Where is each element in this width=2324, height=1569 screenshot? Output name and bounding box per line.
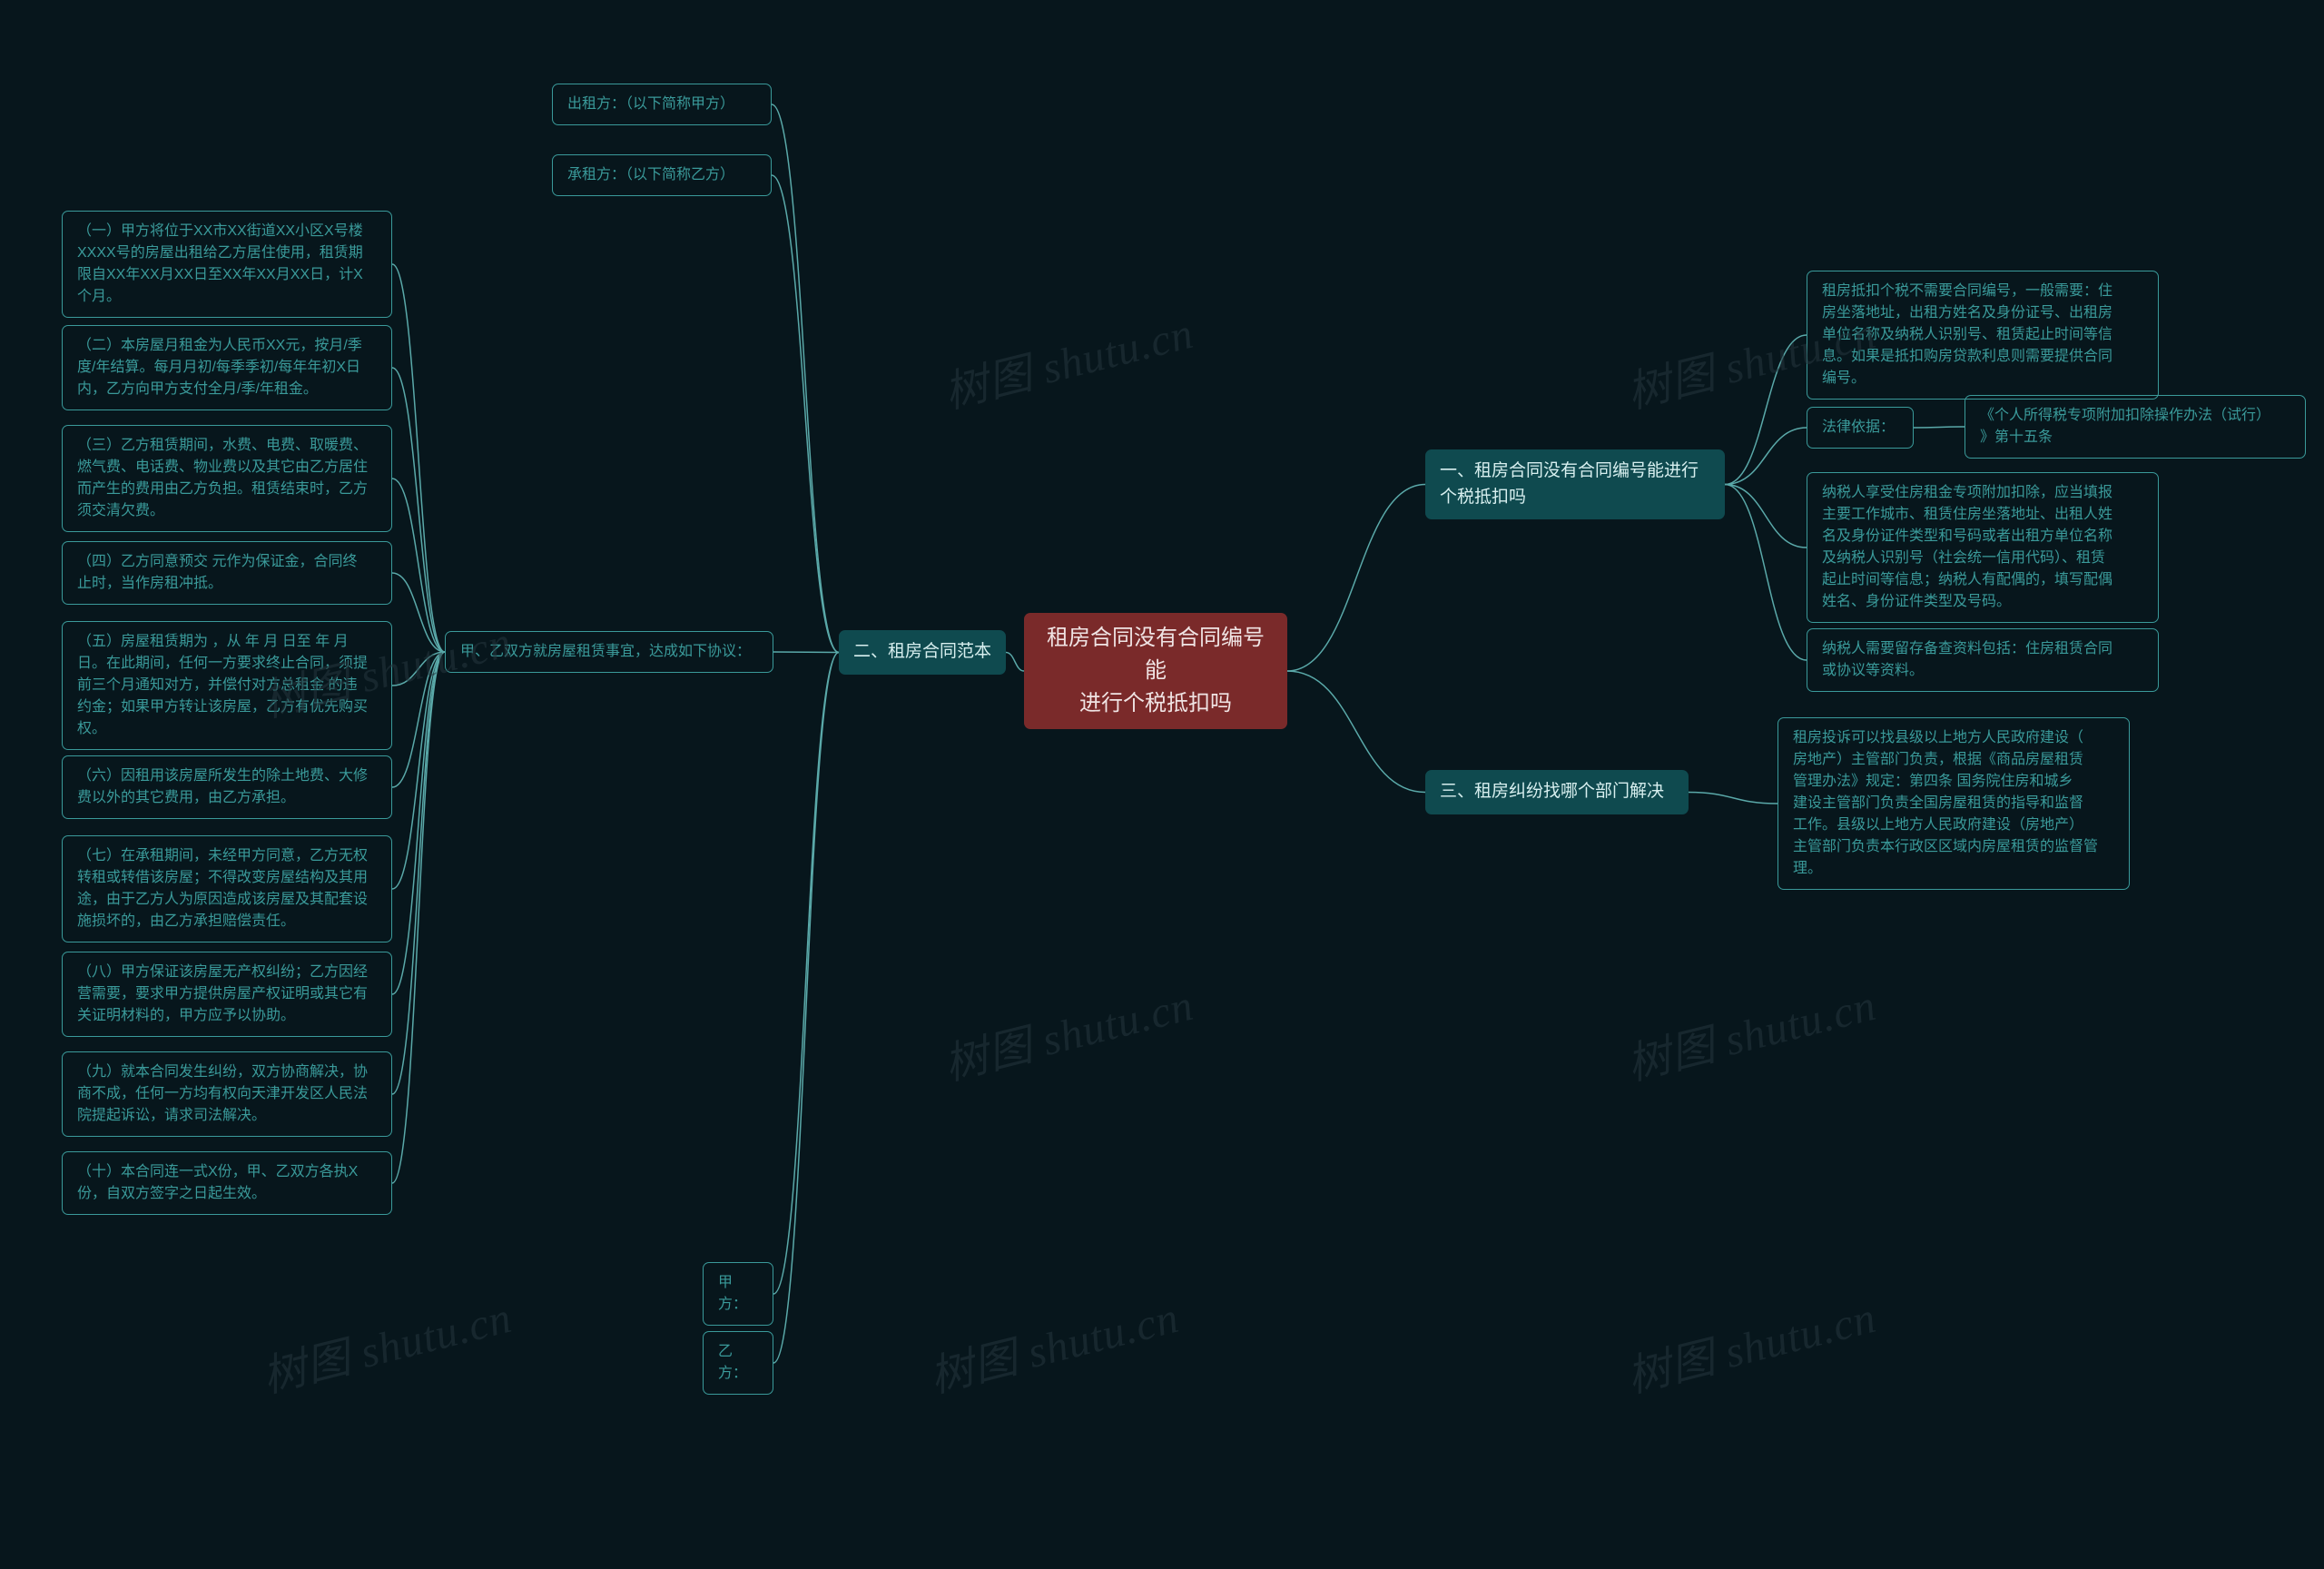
leaf-l1e: 乙方：	[703, 1331, 773, 1395]
leaf-r1b1: 《个人所得税专项附加扣除操作办法（试行） 》第十五条	[1965, 395, 2306, 459]
leaf-c6: （六）因租用该房屋所发生的除土地费、大修 费以外的其它费用，由乙方承担。	[62, 755, 392, 819]
watermark: 树图 shutu.cn	[937, 969, 1199, 1092]
leaf-c3: （三）乙方租赁期间，水费、电费、取暖费、 燃气费、电话费、物业费以及其它由乙方居…	[62, 425, 392, 532]
leaf-l1c: 甲、乙双方就房屋租赁事宜，达成如下协议：	[445, 631, 773, 673]
watermark: 树图 shutu.cn	[1620, 969, 1882, 1092]
leaf-r1b: 法律依据：	[1807, 407, 1914, 449]
leaf-c4: （四）乙方同意预交 元作为保证金，合同终 止时，当作房租冲抵。	[62, 541, 392, 605]
branch-r2: 三、租房纠纷找哪个部门解决	[1425, 770, 1689, 814]
mindmap-canvas: 租房合同没有合同编号能 进行个税抵扣吗 一、租房合同没有合同编号能进行 个税抵扣吗…	[0, 0, 2324, 1569]
leaf-c5: （五）房屋租赁期为 ，从 年 月 日至 年 月 日。在此期间，任何一方要求终止合…	[62, 621, 392, 750]
leaf-c7: （七）在承租期间，未经甲方同意，乙方无权 转租或转借该房屋；不得改变房屋结构及其…	[62, 835, 392, 942]
leaf-c9: （九）就本合同发生纠纷，双方协商解决，协 商不成，任何一方均有权向天津开发区人民…	[62, 1051, 392, 1137]
watermark: 树图 shutu.cn	[922, 1281, 1185, 1405]
leaf-c1: （一）甲方将位于XX市XX街道XX小区X号楼 XXXX号的房屋出租给乙方居住使用…	[62, 211, 392, 318]
leaf-r1a: 租房抵扣个税不需要合同编号，一般需要：住 房坐落地址，出租方姓名及身份证号、出租…	[1807, 271, 2159, 400]
leaf-l1a: 出租方：（以下简称甲方）	[552, 84, 772, 125]
watermark: 树图 shutu.cn	[255, 1281, 517, 1405]
leaf-c8: （八）甲方保证该房屋无产权纠纷；乙方因经 营需要，要求甲方提供房屋产权证明或其它…	[62, 952, 392, 1037]
leaf-r1c: 纳税人享受住房租金专项附加扣除，应当填报 主要工作城市、租赁住房坐落地址、出租人…	[1807, 472, 2159, 623]
leaf-c2: （二）本房屋月租金为人民币XX元，按月/季 度/年结算。每月月初/每季季初/每年…	[62, 325, 392, 410]
watermark: 树图 shutu.cn	[1620, 1281, 1882, 1405]
leaf-c10: （十）本合同连一式X份，甲、乙双方各执X 份，自双方签字之日起生效。	[62, 1151, 392, 1215]
branch-l1: 二、租房合同范本	[839, 630, 1006, 675]
leaf-l1b: 承租方：（以下简称乙方）	[552, 154, 772, 196]
leaf-r2a: 租房投诉可以找县级以上地方人民政府建设（ 房地产）主管部门负责，根据《商品房屋租…	[1777, 717, 2130, 890]
leaf-l1d: 甲方：	[703, 1262, 773, 1326]
root-node: 租房合同没有合同编号能 进行个税抵扣吗	[1024, 613, 1287, 729]
branch-r1: 一、租房合同没有合同编号能进行 个税抵扣吗	[1425, 449, 1725, 519]
leaf-r1d: 纳税人需要留存备查资料包括：住房租赁合同 或协议等资料。	[1807, 628, 2159, 692]
watermark: 树图 shutu.cn	[937, 297, 1199, 420]
